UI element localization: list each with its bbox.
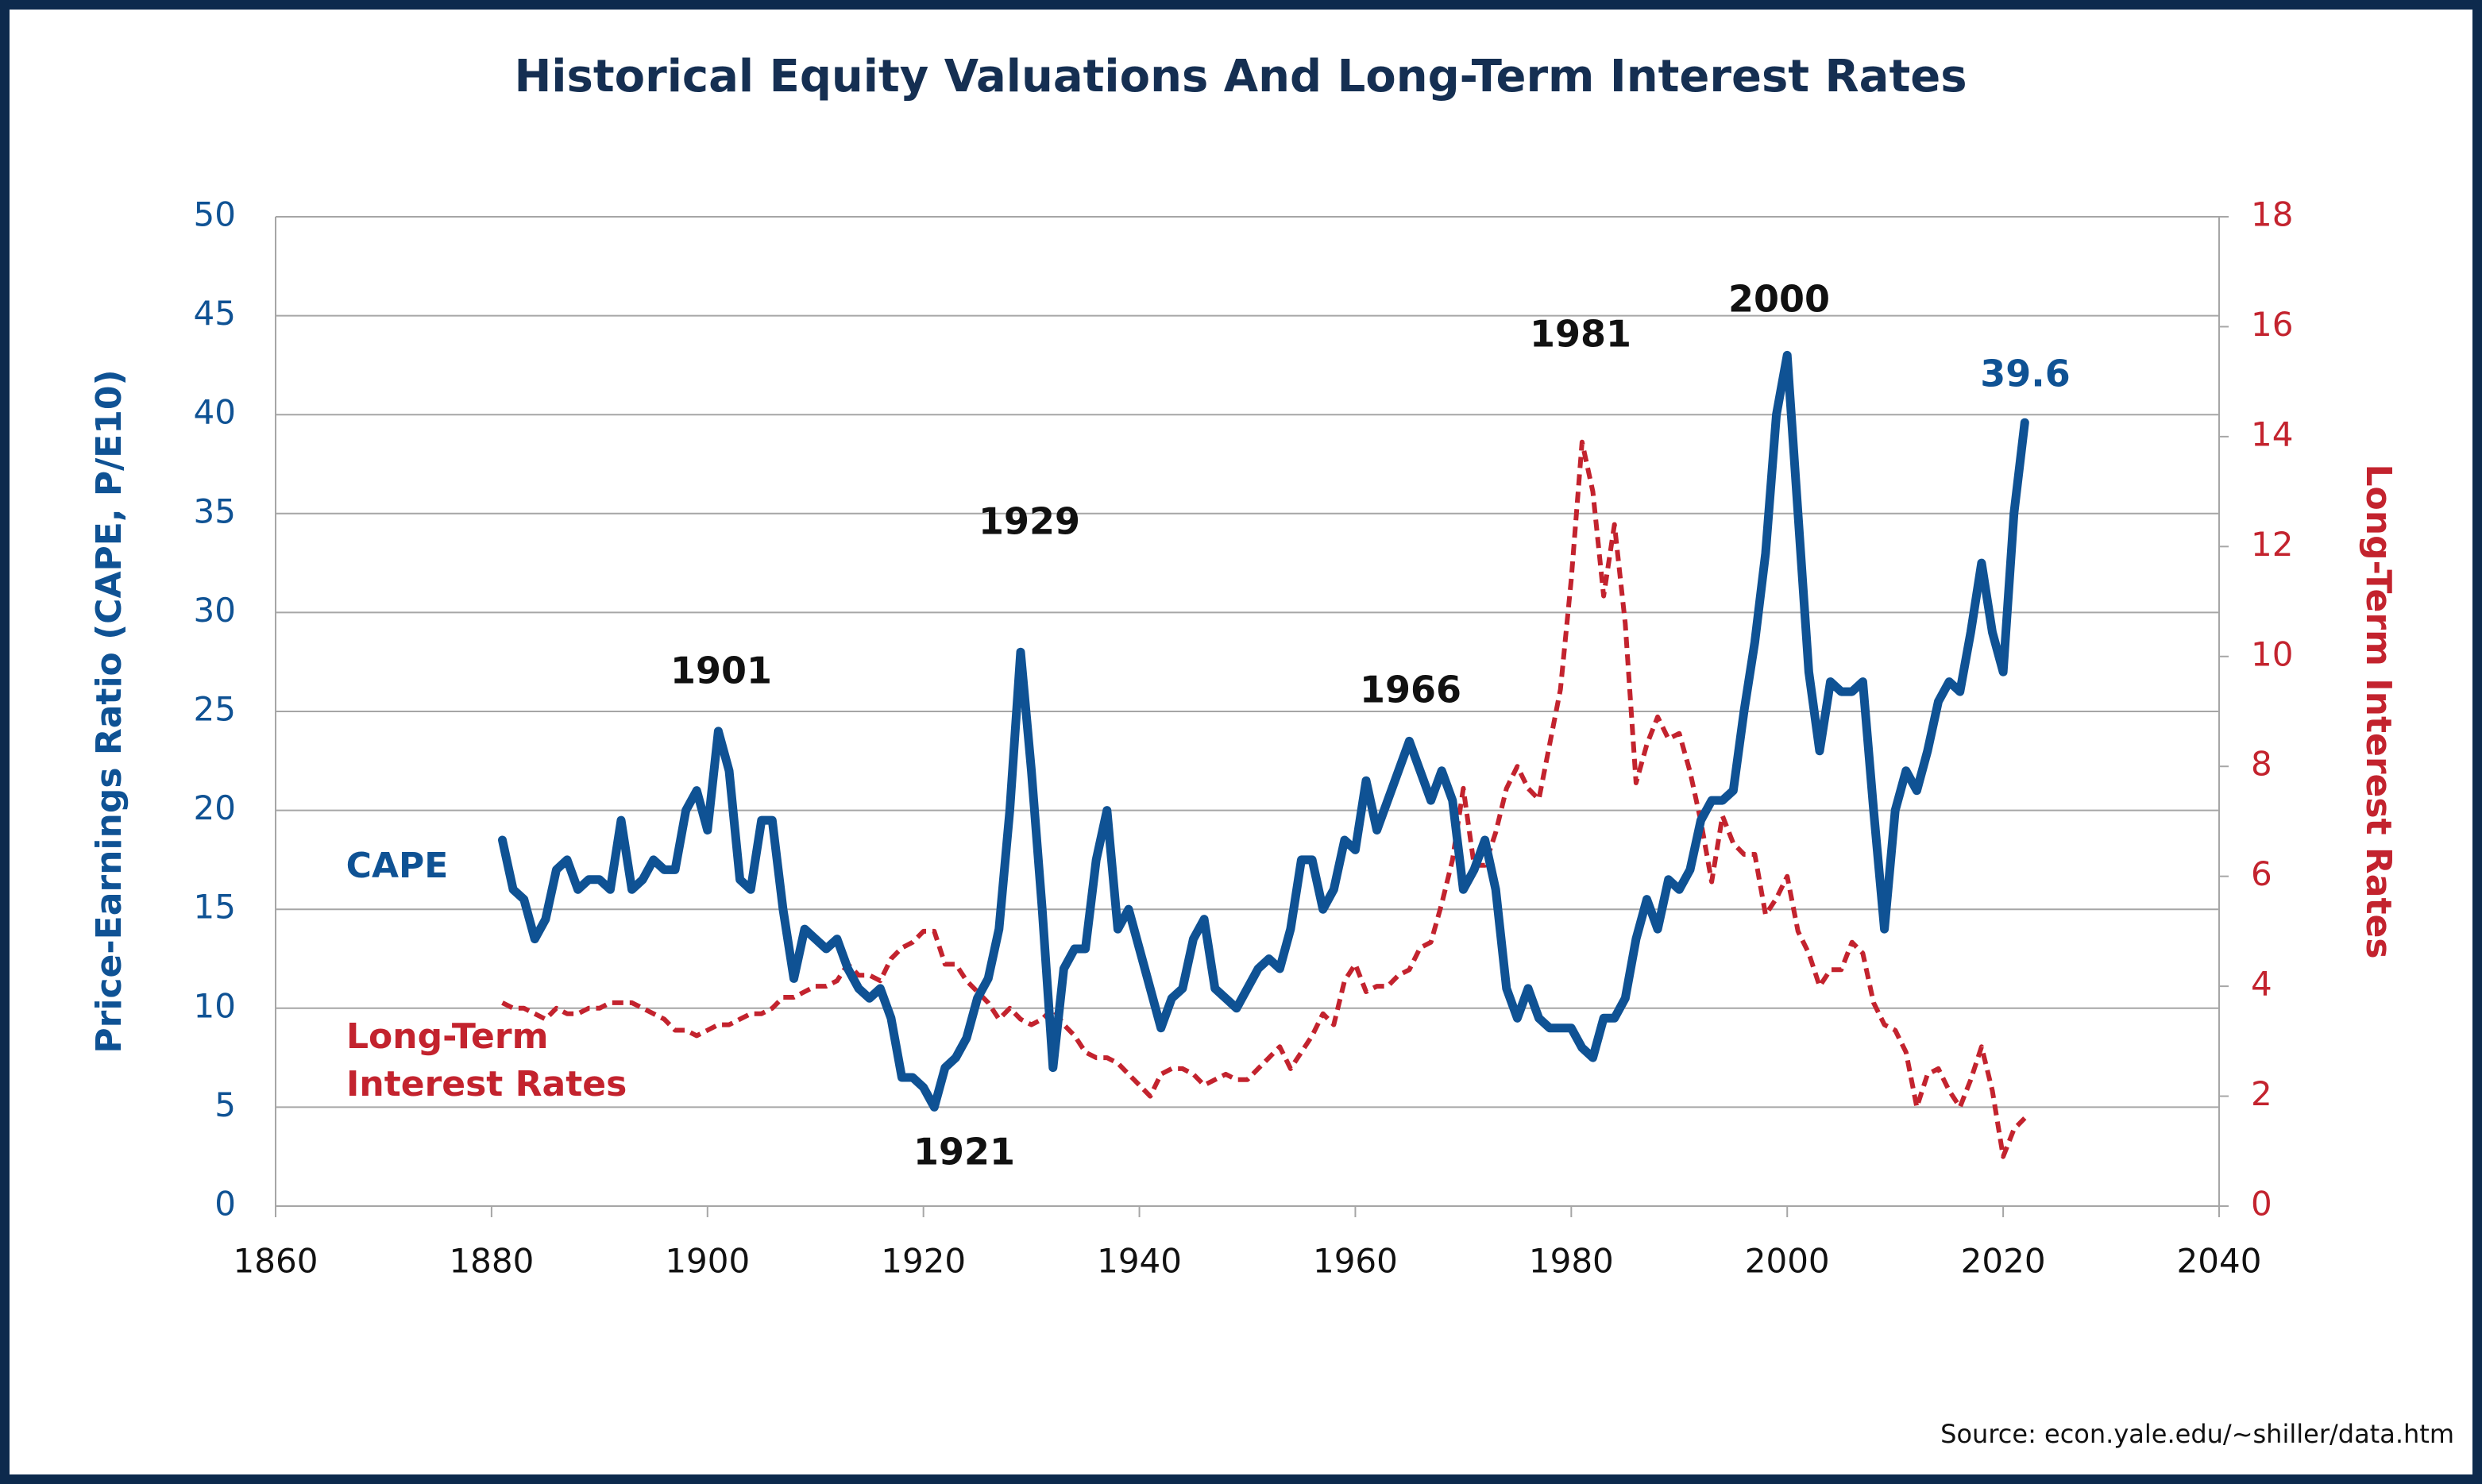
x-tick-label: 1900 xyxy=(665,1242,750,1281)
series-line xyxy=(501,439,2027,1159)
y2-axis-title: Long-Term Interest Rates xyxy=(2358,464,2399,958)
y2-tick-label: 4 xyxy=(2251,965,2272,1004)
annotation: 39.6 xyxy=(1980,353,2071,395)
y-tick-label: 35 xyxy=(194,491,236,530)
y2-tick-label: 0 xyxy=(2251,1185,2272,1224)
y-tick-label: 45 xyxy=(194,294,236,333)
x-tick-label: 1980 xyxy=(1529,1242,1614,1281)
series-line xyxy=(498,350,2029,1112)
annotation: 1921 xyxy=(913,1131,1015,1174)
y2-tick-label: 2 xyxy=(2251,1074,2272,1113)
x-tick-label: 1920 xyxy=(881,1242,966,1281)
y-tick-label: 40 xyxy=(194,393,236,432)
y-tick-label: 5 xyxy=(214,1085,236,1124)
y2-tick-label: 16 xyxy=(2251,305,2293,344)
y2-tick-label: 10 xyxy=(2251,634,2293,673)
series-label: Long-Term Interest Rates xyxy=(346,1016,627,1104)
x-tick-label: 2020 xyxy=(1961,1242,2046,1281)
annotation: 1901 xyxy=(670,649,772,692)
y-tick-label: 20 xyxy=(194,788,236,827)
y2-tick-label: 18 xyxy=(2251,195,2293,234)
y-tick-label: 25 xyxy=(194,690,236,729)
y-tick-label: 30 xyxy=(194,591,236,630)
series-label: CAPE xyxy=(346,846,449,886)
x-tick-label: 1860 xyxy=(234,1242,318,1281)
y2-tick-label: 6 xyxy=(2251,854,2272,893)
y-tick-label: 50 xyxy=(194,195,236,234)
y-tick-label: 10 xyxy=(194,986,236,1025)
y2-tick-label: 8 xyxy=(2251,745,2272,784)
y-tick-label: 15 xyxy=(194,888,236,927)
x-tick-label: 1940 xyxy=(1097,1242,1182,1281)
x-tick-label: 2040 xyxy=(2177,1242,2262,1281)
y-tick-label: 0 xyxy=(214,1185,236,1224)
y2-tick-label: 12 xyxy=(2251,525,2293,564)
y-axis-title: Price-Earnings Ratio (CAPE, P/E10) xyxy=(89,369,129,1053)
annotation: 2000 xyxy=(1728,278,1830,321)
x-tick-label: 2000 xyxy=(1745,1242,1830,1281)
annotation: 1966 xyxy=(1360,669,1461,711)
annotation: 1981 xyxy=(1530,313,1631,356)
source: Source: econ.yale.edu/~shiller/data.htm xyxy=(1940,1419,2454,1449)
x-tick-label: 1880 xyxy=(449,1242,534,1281)
annotation: 1929 xyxy=(979,500,1080,543)
y2-tick-label: 14 xyxy=(2251,414,2293,453)
chart-title: Historical Equity Valuations And Long-Te… xyxy=(514,51,1967,102)
x-tick-label: 1960 xyxy=(1313,1242,1398,1281)
